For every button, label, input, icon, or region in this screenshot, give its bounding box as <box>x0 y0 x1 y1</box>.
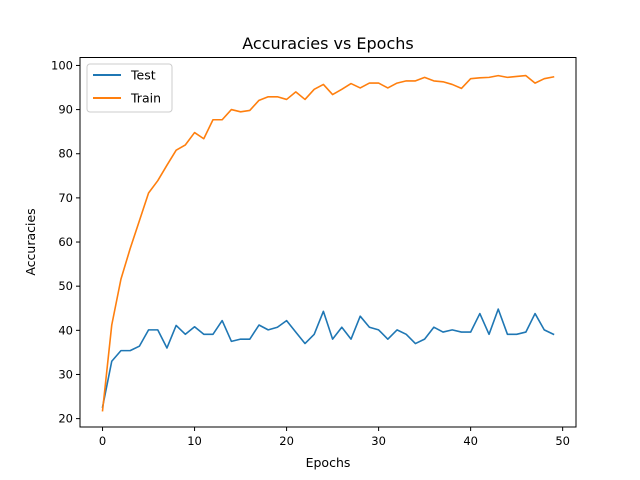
legend: Test Train <box>86 63 173 113</box>
x-tick-label: 10 <box>187 434 202 448</box>
y-axis: 20 30 40 50 60 70 80 90 100 <box>51 58 80 426</box>
series-line-train <box>101 74 555 412</box>
x-tick-label: 30 <box>371 434 386 448</box>
y-tick-label: 20 <box>58 412 73 426</box>
x-axis-label: Epochs <box>306 455 351 470</box>
y-tick-label: 40 <box>58 323 73 337</box>
series-layer <box>101 74 555 412</box>
y-tick-label: 90 <box>58 103 73 117</box>
x-tick-label: 50 <box>555 434 570 448</box>
x-tick-label: 40 <box>463 434 478 448</box>
y-tick-label: 100 <box>51 58 73 72</box>
y-tick-label: 80 <box>58 147 73 161</box>
x-tick-label: 20 <box>279 434 294 448</box>
series-line-test <box>101 308 555 409</box>
chart-title: Accuracies vs Epochs <box>242 34 414 53</box>
x-axis: 0 10 20 30 40 50 <box>99 427 570 448</box>
x-tick-label: 0 <box>99 434 106 448</box>
y-tick-label: 60 <box>58 235 73 249</box>
legend-label-train: Train <box>130 91 161 106</box>
y-axis-label: Accuracies <box>23 208 38 275</box>
y-tick-label: 70 <box>58 191 73 205</box>
legend-label-test: Test <box>130 68 156 83</box>
y-tick-label: 30 <box>58 367 73 381</box>
y-tick-label: 50 <box>58 279 73 293</box>
